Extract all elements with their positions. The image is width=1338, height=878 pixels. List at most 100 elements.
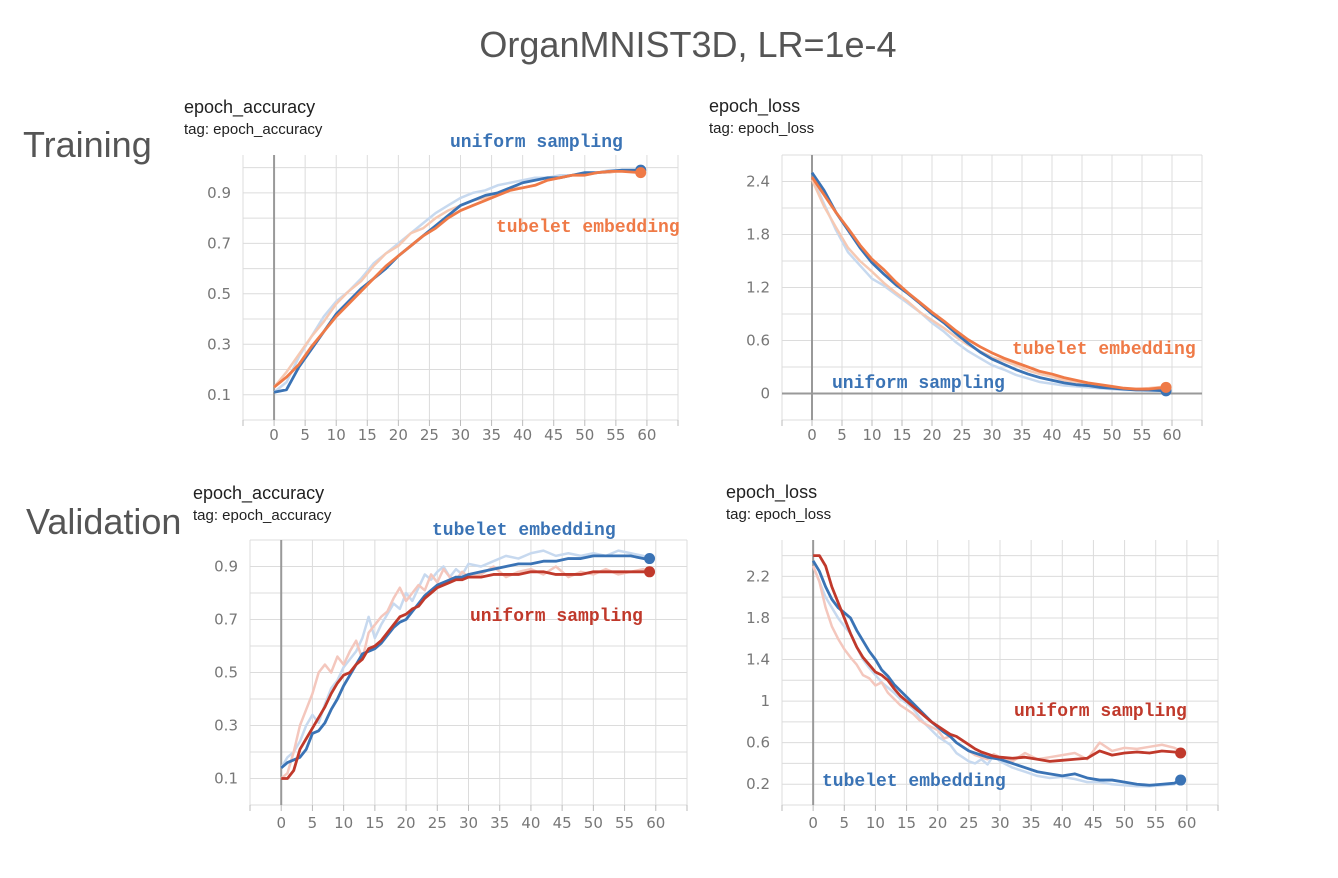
y-tick-label: 0.3 bbox=[214, 717, 238, 735]
series-end-point bbox=[1175, 774, 1187, 786]
y-tick-label: 0.1 bbox=[207, 386, 231, 404]
series-annotation: tubelet embedding bbox=[432, 521, 616, 541]
x-tick-label: 50 bbox=[1115, 814, 1134, 832]
x-tick-label: 45 bbox=[1084, 814, 1103, 832]
x-tick-label: 30 bbox=[459, 814, 478, 832]
y-tick-label: 1.8 bbox=[746, 609, 770, 627]
series-annotation: uniform sampling bbox=[832, 374, 1005, 394]
x-tick-label: 10 bbox=[327, 426, 346, 444]
chart-train_loss: 0 5 10 15 20 25 30 35 40 45 50 55 60 0 0.6 1.2 1.8 2.4 tub… bbox=[746, 154, 1203, 444]
series-end-point bbox=[635, 167, 647, 179]
x-tick-label: 60 bbox=[646, 814, 665, 832]
row-label-validation: Validation bbox=[26, 501, 182, 542]
x-tick-label: 35 bbox=[482, 426, 501, 444]
y-tick-label: 0.6 bbox=[746, 332, 770, 350]
series-line bbox=[273, 168, 641, 394]
series-raw-line bbox=[273, 168, 641, 388]
y-tick-label: 0.5 bbox=[207, 285, 231, 303]
series-end-point bbox=[1160, 381, 1172, 393]
y-tick-label: 0.7 bbox=[207, 234, 231, 252]
x-tick-label: 30 bbox=[990, 814, 1009, 832]
y-tick-label: 2.2 bbox=[746, 567, 770, 585]
x-tick-label: 50 bbox=[575, 426, 594, 444]
x-tick-label: 15 bbox=[365, 814, 384, 832]
x-tick-label: 15 bbox=[892, 426, 911, 444]
panel-tag: tag: epoch_loss bbox=[709, 120, 815, 137]
figure-title: OrganMNIST3D, LR=1e-4 bbox=[479, 24, 897, 65]
y-tick-label: 1.2 bbox=[746, 279, 770, 297]
x-tick-label: 40 bbox=[521, 814, 540, 832]
chart-train_acc: 0 5 10 15 20 25 30 35 40 45 50 55 60 0.1 0.3 0.5 0.7 0.9 u… bbox=[207, 133, 680, 444]
x-tick-label: 20 bbox=[922, 426, 941, 444]
x-tick-label: 25 bbox=[959, 814, 978, 832]
x-tick-label: 60 bbox=[1162, 426, 1181, 444]
x-tick-label: 15 bbox=[358, 426, 377, 444]
panel-title: epoch_accuracy bbox=[184, 97, 316, 117]
series-line bbox=[811, 560, 1182, 787]
x-tick-label: 5 bbox=[300, 426, 310, 444]
x-tick-label: 55 bbox=[1132, 426, 1151, 444]
x-tick-label: 0 bbox=[808, 814, 818, 832]
x-tick-label: 20 bbox=[389, 426, 408, 444]
x-tick-label: 55 bbox=[1146, 814, 1165, 832]
panel-tag: tag: epoch_accuracy bbox=[193, 507, 332, 524]
series-annotation: uniform sampling bbox=[470, 607, 643, 627]
x-tick-label: 30 bbox=[451, 426, 470, 444]
y-tick-label: 0.7 bbox=[214, 611, 238, 629]
x-tick-label: 35 bbox=[490, 814, 509, 832]
x-tick-label: 30 bbox=[982, 426, 1001, 444]
series-annotation: tubelet embedding bbox=[822, 772, 1006, 792]
x-tick-label: 25 bbox=[952, 426, 971, 444]
x-tick-label: 35 bbox=[1012, 426, 1031, 444]
panel-title: epoch_loss bbox=[726, 482, 818, 502]
y-tick-label: 0.9 bbox=[214, 558, 238, 576]
y-tick-label: 0.9 bbox=[207, 184, 231, 202]
series-raw-line bbox=[280, 565, 651, 780]
panel-title: epoch_accuracy bbox=[193, 483, 325, 503]
y-tick-label: 0.6 bbox=[746, 734, 770, 752]
x-tick-label: 60 bbox=[1177, 814, 1196, 832]
series-line bbox=[273, 170, 641, 389]
x-tick-label: 0 bbox=[269, 426, 279, 444]
series-raw-line bbox=[280, 549, 651, 769]
x-tick-label: 5 bbox=[837, 426, 847, 444]
chart-val_loss: 0 5 10 15 20 25 30 35 40 45 50 55 60 0.2 0.6 1 1.4 1.8 2.2… bbox=[746, 540, 1219, 832]
x-tick-label: 60 bbox=[637, 426, 656, 444]
series-line bbox=[810, 171, 1167, 393]
x-tick-label: 0 bbox=[807, 426, 817, 444]
series-raw-line bbox=[273, 168, 641, 394]
x-tick-label: 40 bbox=[513, 426, 532, 444]
y-tick-label: 0.3 bbox=[207, 335, 231, 353]
panel-tag: tag: epoch_accuracy bbox=[184, 121, 323, 138]
x-tick-label: 10 bbox=[862, 426, 881, 444]
y-tick-label: 0.2 bbox=[746, 775, 770, 793]
series-end-point bbox=[644, 553, 656, 565]
x-tick-label: 45 bbox=[1072, 426, 1091, 444]
x-tick-label: 40 bbox=[1042, 426, 1061, 444]
x-tick-label: 20 bbox=[397, 814, 416, 832]
x-tick-label: 25 bbox=[428, 814, 447, 832]
x-tick-label: 35 bbox=[1022, 814, 1041, 832]
x-tick-label: 5 bbox=[308, 814, 318, 832]
x-tick-label: 50 bbox=[584, 814, 603, 832]
series-annotation: uniform sampling bbox=[450, 133, 623, 153]
series-line bbox=[810, 176, 1167, 391]
series-annotation: uniform sampling bbox=[1014, 702, 1187, 722]
series-annotation: tubelet embedding bbox=[496, 218, 680, 238]
x-tick-label: 55 bbox=[615, 814, 634, 832]
series-line bbox=[813, 554, 1181, 763]
row-label-training: Training bbox=[23, 124, 152, 165]
x-tick-label: 10 bbox=[866, 814, 885, 832]
y-tick-label: 1.8 bbox=[746, 226, 770, 244]
x-tick-label: 15 bbox=[897, 814, 916, 832]
y-tick-label: 1 bbox=[760, 692, 770, 710]
x-tick-label: 0 bbox=[276, 814, 286, 832]
y-tick-label: 0.5 bbox=[214, 664, 238, 682]
y-tick-label: 0.1 bbox=[214, 770, 238, 788]
series-line bbox=[281, 570, 650, 780]
x-tick-label: 20 bbox=[928, 814, 947, 832]
x-tick-label: 45 bbox=[553, 814, 572, 832]
chart-val_acc: 0 5 10 15 20 25 30 35 40 45 50 55 60 0.1 0.3 0.5 0.7 0.9 t… bbox=[214, 521, 688, 832]
panel-title: epoch_loss bbox=[709, 96, 801, 116]
